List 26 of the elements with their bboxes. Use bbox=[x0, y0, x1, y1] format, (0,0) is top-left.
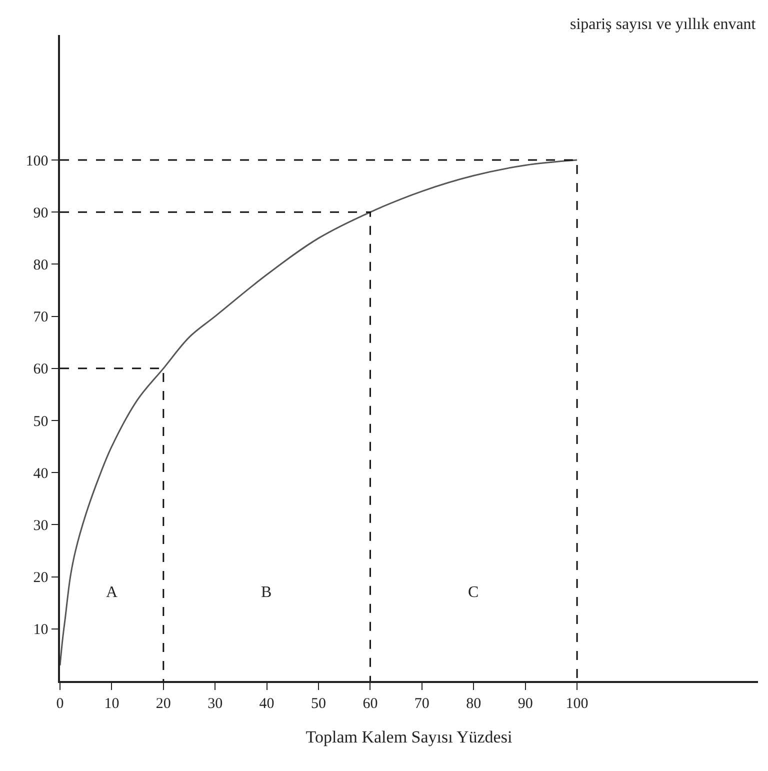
x-tick-label: 60 bbox=[362, 696, 378, 712]
y-tick-label: 40 bbox=[33, 466, 48, 482]
y-tick-label: 10 bbox=[33, 622, 48, 638]
y-tick-label: 20 bbox=[33, 570, 48, 586]
x-tick-label: 50 bbox=[311, 696, 326, 712]
x-tick-label: 90 bbox=[518, 696, 533, 712]
annotation: C bbox=[468, 584, 479, 601]
y-tick-label: 30 bbox=[33, 518, 48, 534]
x-tick-label: 80 bbox=[466, 696, 482, 712]
x-tick-label: 0 bbox=[56, 696, 64, 712]
x-tick-label: 20 bbox=[156, 696, 171, 712]
y-tick-label: 50 bbox=[33, 414, 48, 430]
annotation: A bbox=[106, 584, 118, 601]
x-axis-title: Toplam Kalem Sayısı Yüzdesi bbox=[306, 728, 512, 747]
x-tick-label: 30 bbox=[208, 696, 223, 712]
x-tick-label: 70 bbox=[414, 696, 430, 712]
text: sipariş sayısı ve yıllık envant bbox=[570, 16, 756, 33]
x-tick-label: 100 bbox=[566, 696, 588, 712]
y-tick-label: 80 bbox=[33, 257, 48, 274]
y-tick-label: 90 bbox=[33, 205, 48, 222]
y-tick-label: 70 bbox=[33, 310, 48, 326]
y-tick-label: 100 bbox=[26, 153, 48, 170]
y-tick-label: 60 bbox=[33, 362, 48, 378]
x-tick-label: 10 bbox=[104, 696, 120, 712]
annotation: B bbox=[261, 584, 272, 601]
x-tick-label: 40 bbox=[259, 696, 274, 712]
